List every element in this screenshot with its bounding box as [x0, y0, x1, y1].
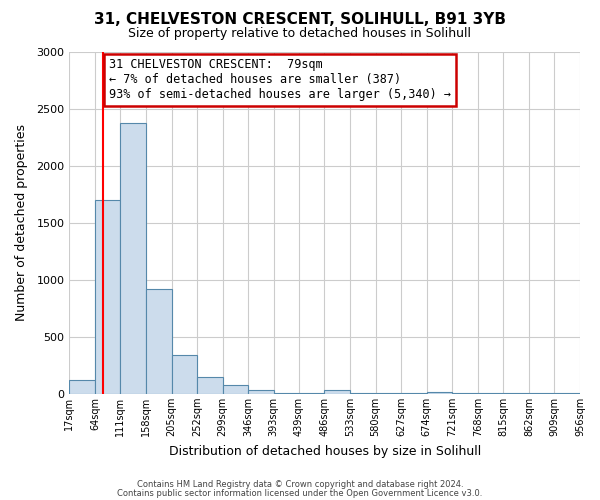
Text: Size of property relative to detached houses in Solihull: Size of property relative to detached ho…: [128, 28, 472, 40]
Bar: [325, 390, 350, 394]
X-axis label: Distribution of detached houses by size in Solihull: Distribution of detached houses by size …: [169, 444, 481, 458]
Text: Contains public sector information licensed under the Open Government Licence v3: Contains public sector information licen…: [118, 488, 482, 498]
Bar: [197, 377, 223, 394]
Bar: [121, 124, 146, 394]
Bar: [248, 390, 274, 394]
Text: 31, CHELVESTON CRESCENT, SOLIHULL, B91 3YB: 31, CHELVESTON CRESCENT, SOLIHULL, B91 3…: [94, 12, 506, 28]
Bar: [146, 289, 172, 394]
Bar: [95, 200, 121, 394]
Y-axis label: Number of detached properties: Number of detached properties: [15, 124, 28, 321]
Bar: [172, 354, 197, 394]
Text: 31 CHELVESTON CRESCENT:  79sqm
← 7% of detached houses are smaller (387)
93% of : 31 CHELVESTON CRESCENT: 79sqm ← 7% of de…: [109, 58, 451, 102]
Bar: [70, 380, 95, 394]
Text: Contains HM Land Registry data © Crown copyright and database right 2024.: Contains HM Land Registry data © Crown c…: [137, 480, 463, 489]
Bar: [223, 385, 248, 394]
Bar: [427, 392, 452, 394]
